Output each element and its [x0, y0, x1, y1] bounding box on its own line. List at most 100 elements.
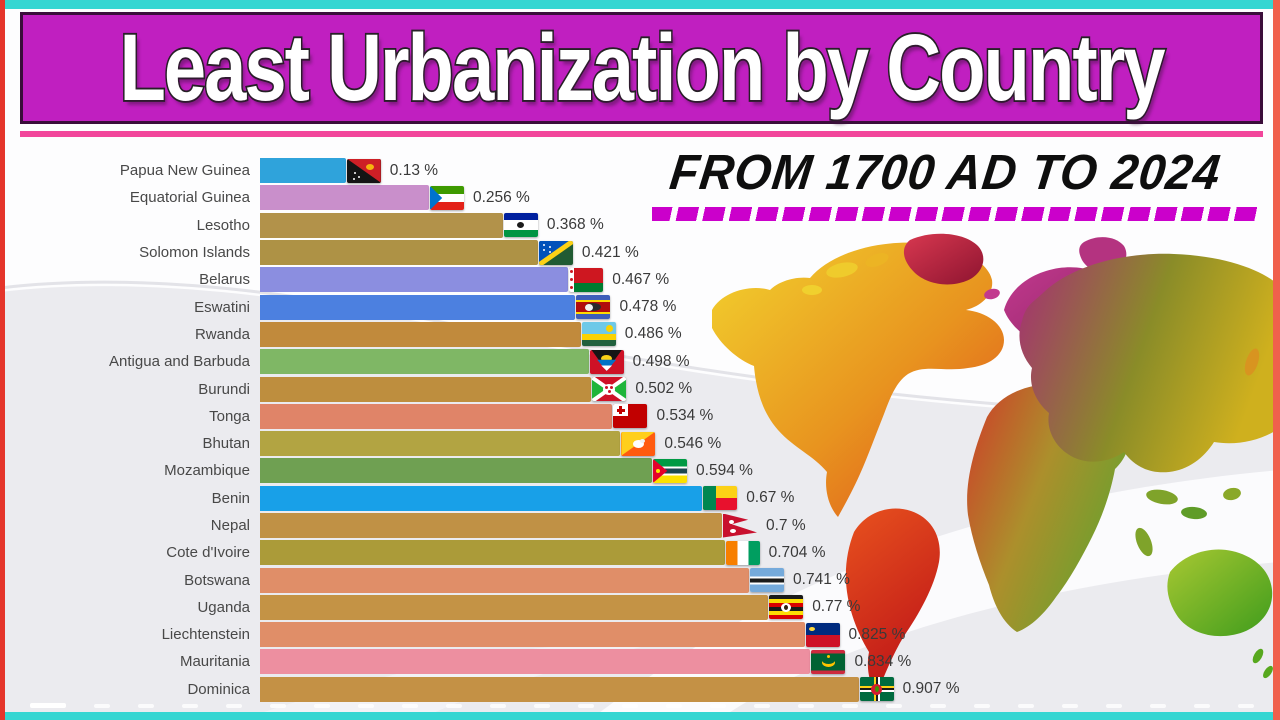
axis-tick [710, 703, 726, 708]
axis-tick [270, 703, 286, 708]
flag-detail [607, 390, 611, 394]
flag-detail [730, 528, 736, 533]
bar-chart: Papua New Guinea 0.13 % Equatorial Guinea 0… [8, 157, 1268, 703]
solomon-islands-flag [538, 240, 573, 265]
value-label: 0.498 % [632, 352, 690, 370]
country-row: Lesotho 0.368 % [8, 212, 1268, 239]
axis-tick [138, 703, 154, 708]
axis-tick [358, 703, 374, 708]
country-label: Mozambique [164, 462, 250, 480]
axis-tick [930, 703, 946, 708]
country-label: Uganda [197, 598, 250, 616]
left-border [0, 0, 5, 720]
value-label: 0.546 % [664, 434, 722, 452]
axis-tick [490, 703, 506, 708]
country-row: Belarus 0.467 % [8, 266, 1268, 293]
bhutan-flag [621, 431, 656, 456]
country-label: Mauritania [179, 653, 250, 671]
right-border [1273, 0, 1280, 720]
axis-tick [182, 703, 198, 708]
country-label: Tonga [209, 407, 250, 425]
country-row: Rwanda 0.486 % [8, 321, 1268, 348]
country-label: Bhutan [202, 435, 250, 453]
axis-tick [30, 703, 66, 708]
axis-tick [886, 703, 902, 708]
country-label: Belarus [199, 271, 250, 289]
axis-tick [94, 703, 110, 708]
flag-detail [346, 158, 381, 183]
flag-detail [548, 250, 551, 253]
title-underline [20, 131, 1263, 137]
flag-detail [601, 355, 613, 363]
value-label: 0.478 % [619, 298, 677, 316]
top-stripe [5, 0, 1273, 9]
page-title: Least Urbanization by Country [118, 13, 1167, 122]
country-row: Liechtenstein 0.825 % [8, 621, 1268, 648]
world-map-image [692, 232, 1280, 694]
country-row: Solomon Islands 0.421 % [8, 239, 1268, 266]
flag-detail [728, 519, 734, 524]
flag-detail [570, 286, 574, 290]
value-label: 0.368 % [546, 216, 604, 234]
country-label: Lesotho [196, 216, 250, 234]
country-label: Eswatini [194, 298, 250, 316]
country-label: Cote d'Ivoire [166, 544, 250, 562]
axis-tick [974, 703, 990, 708]
chart-rows: Papua New Guinea 0.13 % Equatorial Guinea 0… [8, 157, 1268, 703]
country-bar [260, 321, 581, 347]
country-row: Mozambique 0.594 % [8, 457, 1268, 484]
country-row: Equatorial Guinea 0.256 % [8, 184, 1268, 211]
country-bar [260, 158, 346, 184]
country-label: Solomon Islands [139, 244, 250, 262]
flag-detail [808, 626, 815, 631]
axis-tick [1106, 703, 1122, 708]
value-label: 0.13 % [389, 161, 439, 179]
axis-tick [622, 703, 638, 708]
botswana-flag [750, 568, 785, 593]
axis-tick [1150, 703, 1166, 708]
flag-detail [585, 303, 594, 311]
value-label: 0.77 % [812, 598, 861, 616]
mauritania-flag [811, 649, 846, 674]
uganda-flag [769, 595, 804, 620]
antigua-and-barbuda-flag [589, 349, 624, 374]
country-bar [260, 458, 653, 484]
country-row: Antigua and Barbuda 0.498 % [8, 348, 1268, 375]
eswatini-flag [576, 295, 611, 320]
country-row: Benin 0.67 % [8, 485, 1268, 512]
axis-tick [226, 703, 242, 708]
value-label: 0.467 % [612, 270, 670, 288]
country-row: Uganda 0.77 % [8, 594, 1268, 621]
flag-detail [826, 655, 830, 659]
axis-tick [1194, 703, 1210, 708]
value-label: 0.67 % [746, 489, 795, 507]
country-row: Dominica 0.907 % [8, 676, 1268, 703]
country-bar [260, 431, 621, 457]
flag-detail [703, 486, 717, 511]
flag-detail [610, 385, 614, 389]
value-label: 0.421 % [581, 243, 639, 261]
country-label: Papua New Guinea [119, 162, 250, 180]
value-label: 0.7 % [766, 516, 806, 534]
country-label: Nepal [210, 517, 250, 534]
tonga-flag [613, 404, 648, 429]
country-bar [260, 403, 613, 429]
belarus-flag [569, 267, 604, 292]
subtitle-text: FROM 1700 AD TO 2024 [666, 143, 1225, 200]
lesotho-flag [503, 213, 538, 238]
country-row: Tonga 0.534 % [8, 403, 1268, 430]
axis-tick [402, 703, 418, 708]
value-label: 0.825 % [848, 625, 906, 643]
flag-detail [365, 163, 374, 170]
nepal-flag [723, 513, 757, 538]
country-label: Liechtenstein [161, 626, 250, 644]
flag-detail [639, 438, 645, 443]
flag-detail [542, 243, 545, 246]
axis-tick [842, 703, 858, 708]
flag-detail [570, 278, 574, 282]
value-label: 0.834 % [854, 652, 912, 670]
bottom-stripe [5, 712, 1273, 720]
axis-tick [1062, 703, 1078, 708]
flag-detail [570, 270, 574, 274]
value-label: 0.256 % [472, 188, 530, 206]
